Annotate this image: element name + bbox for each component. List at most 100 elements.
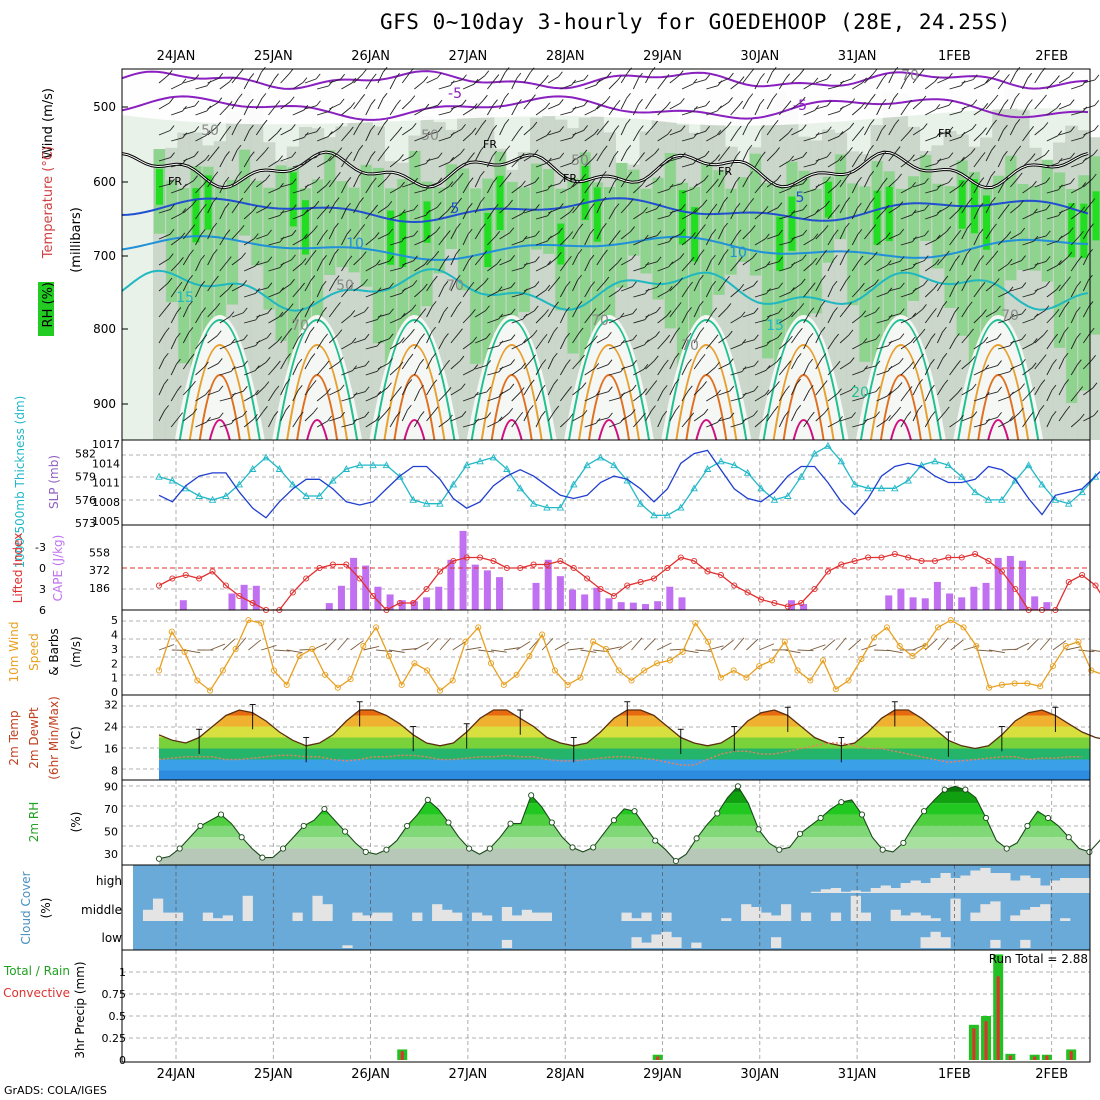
wind-barb — [341, 260, 349, 272]
rh-point — [879, 846, 886, 853]
cloud-cell-middle — [621, 912, 632, 921]
thickness-point — [168, 476, 177, 484]
wind-barb-flag — [954, 280, 960, 287]
pressure-tick-label: 600 — [93, 175, 116, 189]
wind-barb-flag — [388, 255, 394, 262]
wind-barb — [961, 361, 972, 370]
wind-barb-10m — [388, 649, 405, 653]
wind-barb-flag — [923, 150, 929, 157]
wind-barb-flag — [632, 360, 637, 366]
wind-barb — [718, 126, 728, 136]
wind-barb — [754, 156, 762, 168]
wind-barb — [511, 158, 521, 168]
wind-barb-flag — [408, 353, 414, 360]
wind-barb-flag — [1031, 362, 1037, 369]
wind-barb-flag — [508, 407, 514, 414]
wind-barb — [377, 387, 388, 396]
wind-barb — [207, 126, 217, 136]
wind-barb-flag — [423, 76, 429, 82]
wind-barb — [961, 416, 974, 422]
wind-barb-flag — [1079, 413, 1085, 420]
wind-barb-flag — [457, 197, 462, 204]
cloud-cell-low — [930, 931, 941, 948]
wind-barb — [779, 241, 791, 246]
wind-barb-flag — [1020, 383, 1025, 389]
lifted-index-point — [356, 575, 363, 582]
cape-bar — [179, 600, 187, 610]
rh-shade-green — [859, 186, 871, 362]
wind-barb-flag — [188, 327, 194, 333]
wind-barb — [888, 233, 900, 240]
wind-barb — [937, 131, 950, 136]
wind-barb — [182, 254, 190, 266]
wind-barb-flag — [375, 415, 381, 421]
wind-barb — [864, 229, 873, 240]
wind-barb-flag — [601, 170, 607, 177]
pressure-tick-label: 500 — [93, 100, 116, 114]
wind-barb-flag — [656, 230, 662, 236]
wind-barb-flag — [723, 222, 728, 229]
wind-barb-flag — [936, 158, 942, 164]
wind-barb-flag — [577, 301, 583, 307]
wind-barb — [803, 287, 812, 298]
temp-tick-label: 24 — [104, 721, 118, 734]
wind-barb — [377, 313, 390, 318]
wind-barb-flag — [1021, 255, 1026, 261]
wind-barb — [401, 73, 410, 84]
wind-speed-point — [615, 667, 622, 674]
wind-barb-flag — [555, 276, 561, 283]
wind-barb-flag — [608, 412, 613, 419]
wind-barb — [693, 180, 705, 188]
wind-barb — [596, 336, 608, 344]
wind-barb — [621, 286, 633, 292]
wind-barb-flag — [1040, 379, 1046, 385]
wind-barb — [949, 111, 962, 116]
wind-barb — [1046, 313, 1056, 324]
wind-barb-flag — [814, 105, 820, 111]
wind-barb — [328, 177, 337, 188]
wind-barb-flag — [662, 410, 668, 417]
wind-barb-flag — [826, 126, 832, 133]
wind-barb-flag — [1069, 202, 1075, 209]
lifted-index-point — [155, 582, 163, 589]
thickness-point — [1011, 476, 1019, 484]
wind-barb-flag — [288, 68, 294, 75]
wind-barb-flag — [1066, 276, 1071, 282]
precip-conv-bar — [656, 1056, 660, 1060]
wind-barb-flag — [869, 144, 874, 151]
wind-barb-flag — [666, 101, 671, 108]
wind-barb-10m — [376, 649, 393, 653]
wind-barb-flag — [303, 104, 309, 111]
wind-barb — [243, 183, 252, 194]
lifted-index-point — [624, 582, 631, 589]
cloud-cell-high — [930, 878, 941, 893]
wind-barb-flag — [632, 308, 638, 314]
wind-barb-flag — [1045, 204, 1051, 210]
wind-barb — [280, 308, 290, 318]
thickness-point — [583, 461, 591, 469]
wind-barb-flag — [238, 197, 244, 204]
wind-barb — [316, 312, 323, 324]
wind-barb — [608, 422, 621, 428]
wind-barb — [304, 78, 317, 84]
thickness-point — [315, 492, 324, 499]
wind-barb — [487, 421, 499, 428]
rh-shade-green — [397, 179, 409, 395]
wind-barb-flag — [458, 328, 463, 334]
wind-barb — [1010, 232, 1022, 240]
wind-barb-flag — [266, 202, 272, 208]
wind-barb — [401, 384, 409, 396]
wind-barb-flag — [1064, 379, 1070, 385]
wind-barb — [705, 312, 714, 324]
wind-barb — [1070, 311, 1077, 324]
cloud-cell-middle — [452, 912, 463, 921]
rh-point — [259, 854, 266, 861]
wind-barb-flag — [799, 69, 805, 75]
wind-barb-flag — [1003, 99, 1009, 105]
wind-barb — [292, 287, 301, 298]
wind-barb-flag — [826, 151, 832, 158]
wind-barb — [742, 73, 751, 84]
wind-barb-flag — [703, 408, 709, 415]
wind-barb — [535, 265, 548, 272]
wind-barb — [1034, 154, 1046, 162]
